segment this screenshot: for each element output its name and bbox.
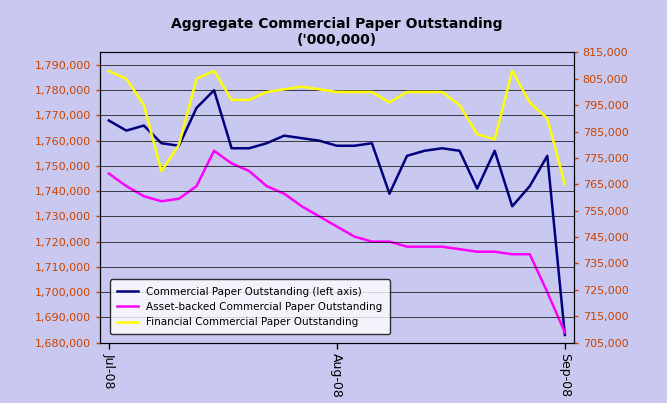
Commercial Paper Outstanding (left axis) xyxy=(526,184,534,189)
Asset-backed Commercial Paper Outstanding xyxy=(561,330,569,335)
Asset-backed Commercial Paper Outstanding xyxy=(368,239,376,244)
Financial Commercial Paper Outstanding xyxy=(350,89,358,94)
Asset-backed Commercial Paper Outstanding xyxy=(420,244,428,249)
Commercial Paper Outstanding (left axis) xyxy=(456,148,464,153)
Commercial Paper Outstanding (left axis) xyxy=(315,138,323,143)
Asset-backed Commercial Paper Outstanding xyxy=(227,161,235,166)
Asset-backed Commercial Paper Outstanding xyxy=(193,184,201,189)
Financial Commercial Paper Outstanding xyxy=(561,182,569,187)
Asset-backed Commercial Paper Outstanding xyxy=(175,196,183,201)
Financial Commercial Paper Outstanding xyxy=(473,132,481,137)
Asset-backed Commercial Paper Outstanding xyxy=(438,244,446,249)
Asset-backed Commercial Paper Outstanding xyxy=(526,252,534,257)
Asset-backed Commercial Paper Outstanding xyxy=(315,214,323,219)
Line: Commercial Paper Outstanding (left axis): Commercial Paper Outstanding (left axis) xyxy=(109,90,565,335)
Financial Commercial Paper Outstanding xyxy=(368,89,376,94)
Commercial Paper Outstanding (left axis) xyxy=(280,133,288,138)
Commercial Paper Outstanding (left axis) xyxy=(297,136,305,141)
Asset-backed Commercial Paper Outstanding xyxy=(491,249,499,254)
Commercial Paper Outstanding (left axis) xyxy=(491,148,499,153)
Financial Commercial Paper Outstanding xyxy=(175,142,183,147)
Commercial Paper Outstanding (left axis) xyxy=(210,88,218,93)
Asset-backed Commercial Paper Outstanding xyxy=(508,252,516,257)
Asset-backed Commercial Paper Outstanding xyxy=(245,168,253,173)
Commercial Paper Outstanding (left axis) xyxy=(368,141,376,145)
Legend: Commercial Paper Outstanding (left axis), Asset-backed Commercial Paper Outstand: Commercial Paper Outstanding (left axis)… xyxy=(110,279,390,334)
Asset-backed Commercial Paper Outstanding xyxy=(280,191,288,196)
Commercial Paper Outstanding (left axis) xyxy=(561,332,569,337)
Financial Commercial Paper Outstanding xyxy=(526,100,534,105)
Financial Commercial Paper Outstanding xyxy=(263,89,271,94)
Financial Commercial Paper Outstanding xyxy=(105,69,113,73)
Commercial Paper Outstanding (left axis) xyxy=(175,143,183,148)
Asset-backed Commercial Paper Outstanding xyxy=(456,247,464,251)
Commercial Paper Outstanding (left axis) xyxy=(544,154,552,158)
Commercial Paper Outstanding (left axis) xyxy=(263,141,271,145)
Financial Commercial Paper Outstanding xyxy=(420,89,428,94)
Financial Commercial Paper Outstanding xyxy=(491,137,499,142)
Title: Aggregate Commercial Paper Outstanding
('000,000): Aggregate Commercial Paper Outstanding (… xyxy=(171,17,503,47)
Commercial Paper Outstanding (left axis) xyxy=(227,146,235,151)
Asset-backed Commercial Paper Outstanding xyxy=(122,184,130,189)
Financial Commercial Paper Outstanding xyxy=(227,98,235,102)
Commercial Paper Outstanding (left axis) xyxy=(157,141,165,145)
Financial Commercial Paper Outstanding xyxy=(403,89,411,94)
Asset-backed Commercial Paper Outstanding xyxy=(350,234,358,239)
Asset-backed Commercial Paper Outstanding xyxy=(333,224,341,229)
Commercial Paper Outstanding (left axis) xyxy=(420,148,428,153)
Financial Commercial Paper Outstanding xyxy=(456,103,464,108)
Commercial Paper Outstanding (left axis) xyxy=(245,146,253,151)
Asset-backed Commercial Paper Outstanding xyxy=(403,244,411,249)
Asset-backed Commercial Paper Outstanding xyxy=(210,148,218,153)
Financial Commercial Paper Outstanding xyxy=(544,116,552,121)
Commercial Paper Outstanding (left axis) xyxy=(508,204,516,209)
Line: Asset-backed Commercial Paper Outstanding: Asset-backed Commercial Paper Outstandin… xyxy=(109,151,565,332)
Asset-backed Commercial Paper Outstanding xyxy=(386,239,394,244)
Financial Commercial Paper Outstanding xyxy=(193,76,201,81)
Commercial Paper Outstanding (left axis) xyxy=(140,123,148,128)
Financial Commercial Paper Outstanding xyxy=(386,100,394,105)
Asset-backed Commercial Paper Outstanding xyxy=(263,184,271,189)
Financial Commercial Paper Outstanding xyxy=(157,169,165,174)
Asset-backed Commercial Paper Outstanding xyxy=(140,194,148,199)
Line: Financial Commercial Paper Outstanding: Financial Commercial Paper Outstanding xyxy=(109,71,565,184)
Commercial Paper Outstanding (left axis) xyxy=(105,118,113,123)
Commercial Paper Outstanding (left axis) xyxy=(122,128,130,133)
Asset-backed Commercial Paper Outstanding xyxy=(105,171,113,176)
Financial Commercial Paper Outstanding xyxy=(280,87,288,92)
Financial Commercial Paper Outstanding xyxy=(297,84,305,89)
Asset-backed Commercial Paper Outstanding xyxy=(544,290,552,295)
Financial Commercial Paper Outstanding xyxy=(210,69,218,73)
Financial Commercial Paper Outstanding xyxy=(245,98,253,102)
Financial Commercial Paper Outstanding xyxy=(122,76,130,81)
Commercial Paper Outstanding (left axis) xyxy=(403,154,411,158)
Financial Commercial Paper Outstanding xyxy=(315,87,323,92)
Financial Commercial Paper Outstanding xyxy=(438,89,446,94)
Financial Commercial Paper Outstanding xyxy=(140,103,148,108)
Asset-backed Commercial Paper Outstanding xyxy=(157,199,165,204)
Commercial Paper Outstanding (left axis) xyxy=(386,191,394,196)
Asset-backed Commercial Paper Outstanding xyxy=(473,249,481,254)
Asset-backed Commercial Paper Outstanding xyxy=(297,204,305,209)
Commercial Paper Outstanding (left axis) xyxy=(193,106,201,110)
Commercial Paper Outstanding (left axis) xyxy=(473,186,481,191)
Financial Commercial Paper Outstanding xyxy=(333,89,341,94)
Commercial Paper Outstanding (left axis) xyxy=(350,143,358,148)
Financial Commercial Paper Outstanding xyxy=(508,69,516,73)
Commercial Paper Outstanding (left axis) xyxy=(438,146,446,151)
Commercial Paper Outstanding (left axis) xyxy=(333,143,341,148)
